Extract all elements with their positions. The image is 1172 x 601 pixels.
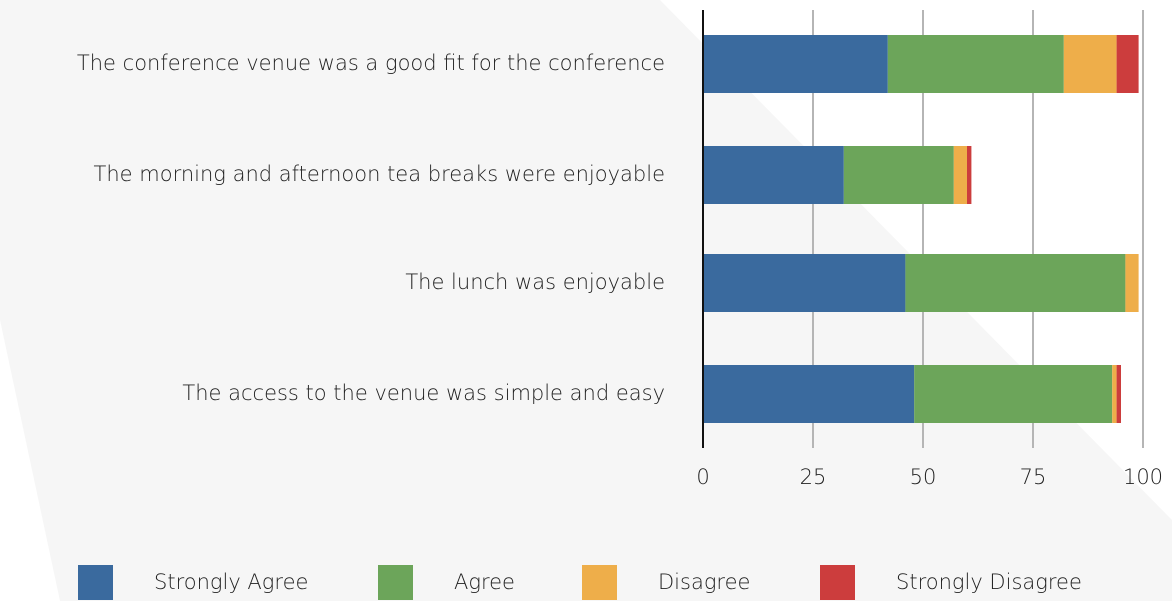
bar-segment <box>1125 254 1139 312</box>
legend-label: Strongly Disagree <box>896 570 1082 594</box>
bar-segment <box>1116 365 1121 423</box>
bar-segment <box>1116 35 1139 93</box>
x-tick-label: 25 <box>800 465 827 489</box>
bar-segment <box>967 146 972 204</box>
legend-swatch <box>820 565 855 600</box>
bar-segment <box>887 35 1064 93</box>
bar-segment <box>914 365 1113 423</box>
y-tick-label: The access to the venue was simple and e… <box>182 381 665 405</box>
bar-segment <box>703 254 906 312</box>
bar-segment <box>703 365 915 423</box>
bar-segment <box>703 35 888 93</box>
legend-label: Agree <box>454 570 515 594</box>
bar-segment <box>1112 365 1117 423</box>
bar-segment <box>905 254 1126 312</box>
legend-swatch <box>378 565 413 600</box>
y-tick-label: The lunch was enjoyable <box>405 270 665 294</box>
x-tick-label: 100 <box>1123 465 1163 489</box>
legend-swatch <box>78 565 113 600</box>
legend-label: Strongly Agree <box>154 570 308 594</box>
bar-segment <box>843 146 954 204</box>
legend-label: Disagree <box>658 570 750 594</box>
bar-segment <box>703 146 844 204</box>
y-tick-label: The conference venue was a good fit for … <box>77 51 665 75</box>
x-tick-label: 0 <box>696 465 709 489</box>
y-tick-label: The morning and afternoon tea breaks wer… <box>94 162 665 186</box>
x-tick-label: 75 <box>1020 465 1047 489</box>
x-tick-label: 50 <box>910 465 937 489</box>
bar-segment <box>953 146 967 204</box>
bar-segment <box>1063 35 1117 93</box>
legend-swatch <box>582 565 617 600</box>
